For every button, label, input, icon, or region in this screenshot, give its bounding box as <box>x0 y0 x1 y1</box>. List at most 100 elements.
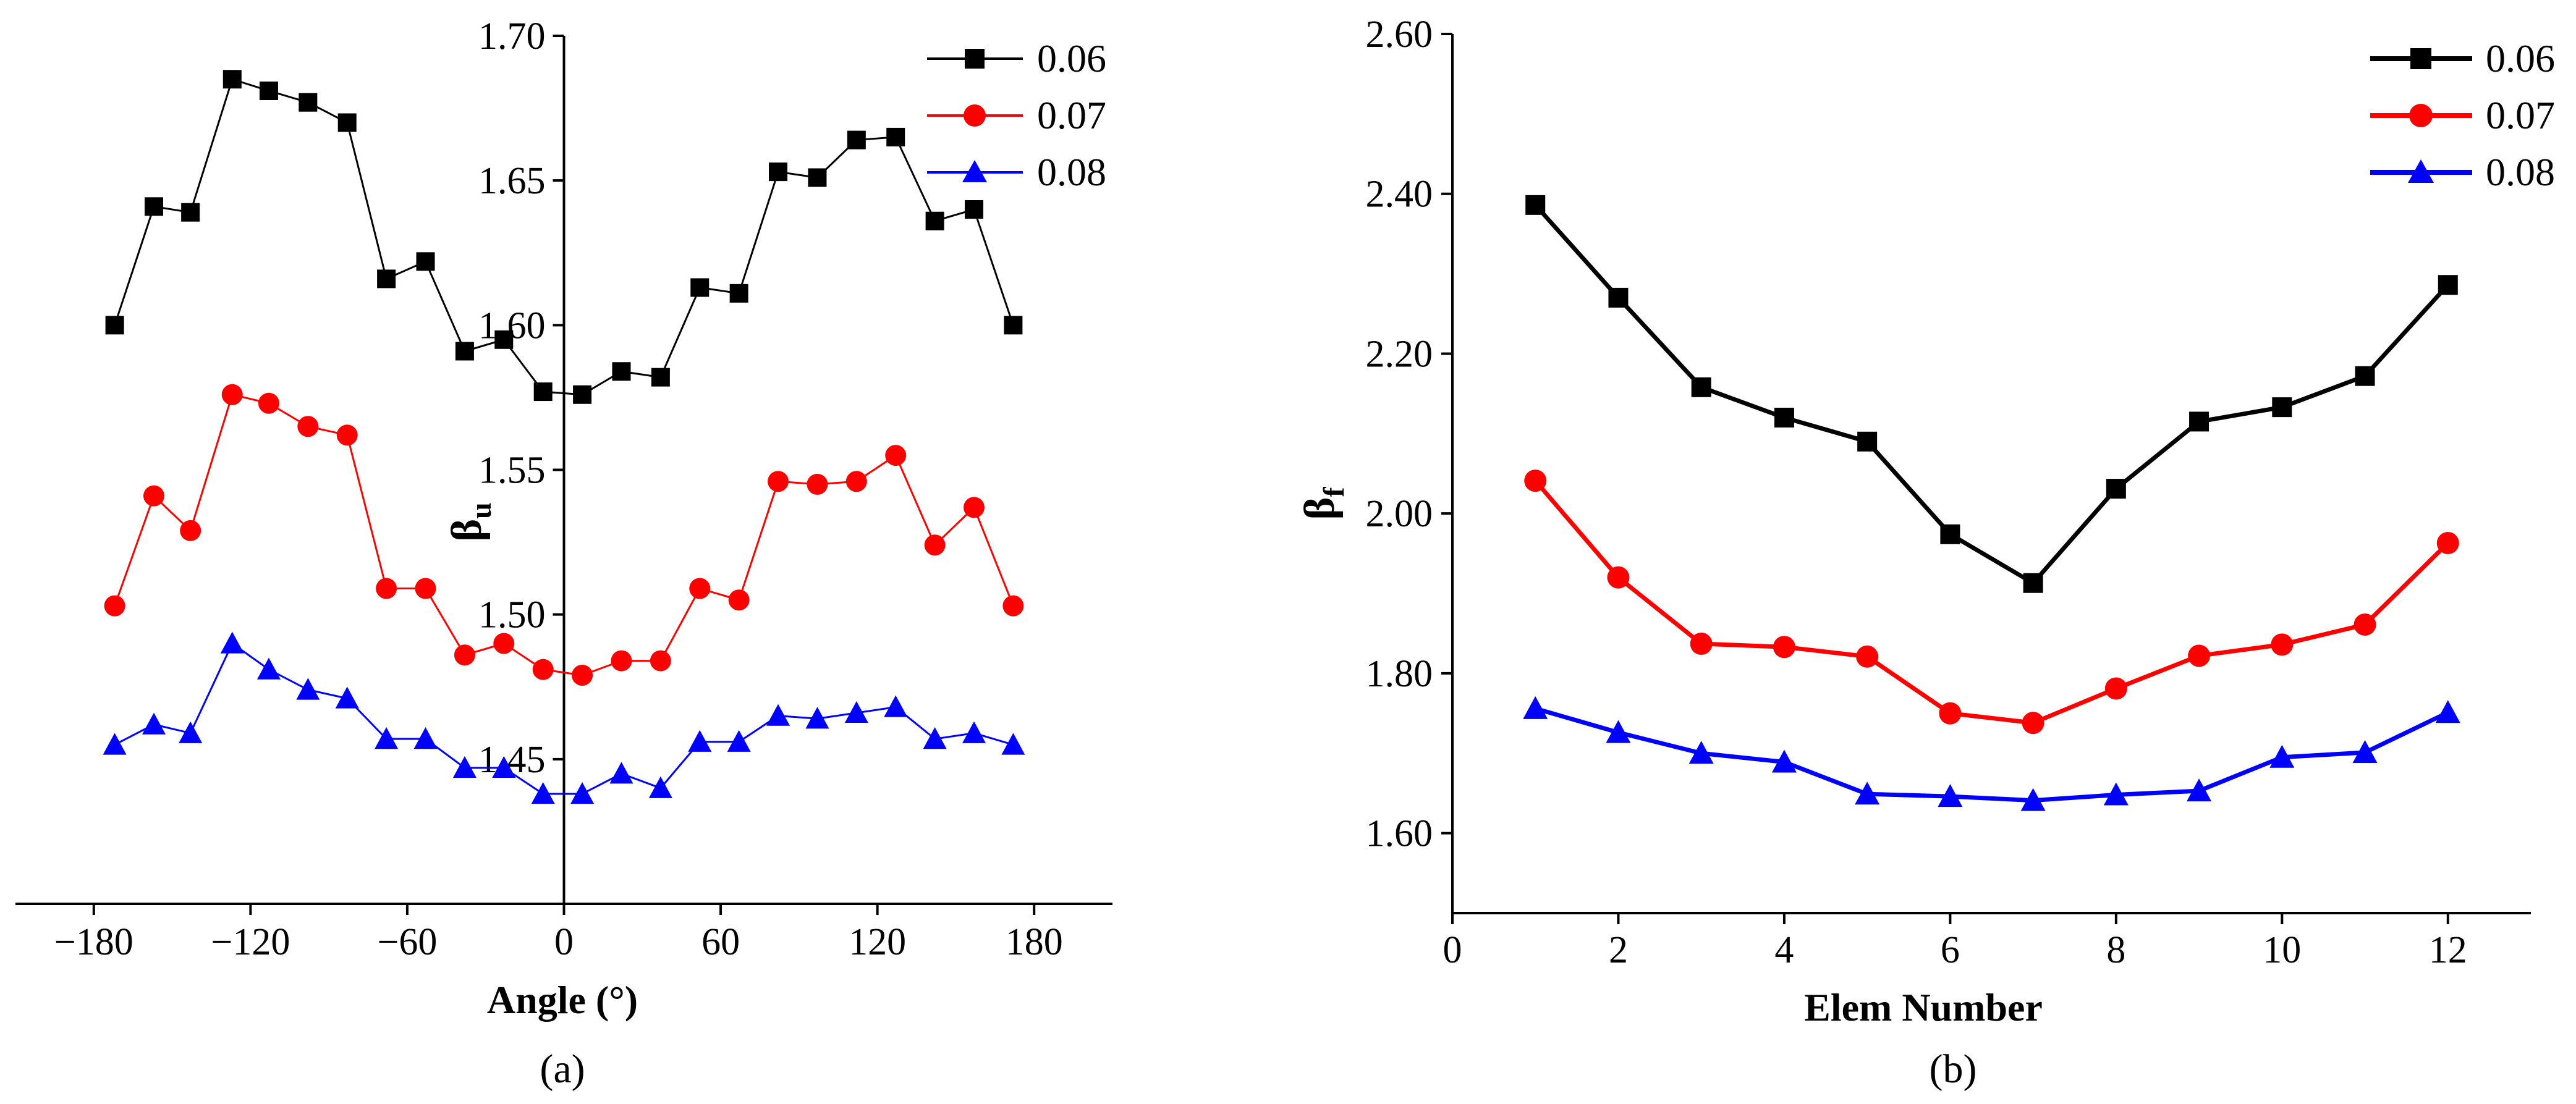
legend-b-marker-2 <box>2408 159 2434 183</box>
data-point-0.08 <box>1855 782 1880 805</box>
data-point-0.07 <box>532 659 554 680</box>
chart-a-x-tick-label: −120 <box>211 921 290 963</box>
chart-a-panel-label: (a) <box>540 1047 585 1092</box>
legend-b-marker-1 <box>2409 104 2433 127</box>
data-point-0.06 <box>299 93 318 112</box>
data-point-0.07 <box>2271 633 2294 656</box>
chart-a-y-title-main: β <box>443 519 491 542</box>
chart-b-x-tick-label: 10 <box>2263 929 2301 971</box>
chart-b-x-tick-label: 8 <box>2106 929 2125 971</box>
data-point-0.07 <box>143 485 164 507</box>
chart-b-y-tick-label: 2.20 <box>1366 333 1433 375</box>
data-point-0.07 <box>2104 677 2127 700</box>
chart-a-x-tick-label: 180 <box>1006 921 1063 963</box>
chart-b-legend: 0.06 0.07 0.08 <box>2370 36 2555 194</box>
data-point-0.06 <box>2438 275 2458 295</box>
data-point-0.08 <box>452 756 477 778</box>
data-point-0.07 <box>1607 566 1630 589</box>
chart-a-y-tick-label: 1.55 <box>478 450 546 492</box>
data-point-0.06 <box>377 269 396 289</box>
legend-a-label-2: 0.08 <box>1037 150 1106 194</box>
data-point-0.07 <box>297 416 319 437</box>
data-point-0.08 <box>727 730 751 752</box>
data-point-0.06 <box>2189 411 2210 432</box>
data-point-0.08 <box>648 776 672 798</box>
data-point-0.07 <box>2188 644 2211 667</box>
legend-a-marker-0 <box>965 49 985 69</box>
data-point-0.08 <box>1001 733 1025 755</box>
chart-b-y-tick-label: 2.60 <box>1366 14 1433 56</box>
legend-a-marker-1 <box>964 104 986 127</box>
data-point-0.07 <box>572 665 593 686</box>
data-point-0.06 <box>729 284 748 303</box>
data-point-0.06 <box>494 330 514 349</box>
data-point-0.07 <box>180 520 201 541</box>
data-point-0.07 <box>611 650 632 672</box>
data-point-0.06 <box>886 127 905 146</box>
data-point-0.07 <box>650 650 671 672</box>
data-point-0.08 <box>413 727 438 749</box>
chart-a-y-tick-label: 1.50 <box>478 594 546 636</box>
chart-b-y-title: βf <box>1296 487 1350 520</box>
data-point-0.08 <box>766 704 790 726</box>
data-point-0.08 <box>1771 749 1797 773</box>
data-point-0.08 <box>1606 720 1631 743</box>
data-point-0.07 <box>454 644 475 666</box>
data-point-0.07 <box>885 445 907 466</box>
chart-a-x-tick-label: −60 <box>377 921 437 963</box>
data-point-0.07 <box>1002 595 1024 617</box>
data-point-0.06 <box>651 368 670 387</box>
data-point-0.06 <box>1774 407 1794 428</box>
legend-b-label-2: 0.08 <box>2486 150 2555 194</box>
chart-b-y-tick-label: 1.80 <box>1366 653 1433 695</box>
chart-a-y-tick-label: 1.70 <box>478 15 546 57</box>
data-point-0.08 <box>142 712 166 735</box>
chart-a-axes: −180 −120 −60 0 60 120 1801.451.501.551.601.65… <box>15 15 1112 963</box>
chart-a-y-title: βu <box>443 502 498 542</box>
data-point-0.07 <box>924 534 946 556</box>
chart-a-series <box>103 70 1025 804</box>
data-point-0.06 <box>847 130 866 150</box>
chart-b-y-tick-label: 1.60 <box>1366 813 1433 855</box>
data-point-0.07 <box>807 473 828 495</box>
legend-b-marker-0 <box>2410 48 2431 69</box>
data-point-0.08 <box>2435 700 2460 723</box>
data-point-0.07 <box>2022 712 2044 735</box>
data-point-0.07 <box>845 471 867 492</box>
data-point-0.08 <box>962 721 986 743</box>
chart-b-y-title-sub: f <box>1318 487 1350 497</box>
legend-a-label-1: 0.07 <box>1037 93 1106 137</box>
data-point-0.06 <box>690 278 710 297</box>
data-point-0.08 <box>2103 782 2129 806</box>
data-point-0.07 <box>221 384 243 405</box>
chart-b-x-tick-label: 2 <box>1609 929 1628 971</box>
data-point-0.07 <box>1939 702 1962 725</box>
data-point-0.07 <box>104 595 125 617</box>
data-point-0.08 <box>1688 741 1714 764</box>
chart-a-legend: 0.06 0.07 0.08 <box>927 36 1106 194</box>
data-point-0.08 <box>335 686 359 709</box>
legend-a-marker-2 <box>962 160 987 182</box>
data-point-0.06 <box>533 382 553 402</box>
data-point-0.07 <box>415 578 436 599</box>
data-point-0.06 <box>105 316 124 335</box>
series-line-0.08 <box>114 642 1014 795</box>
data-point-0.07 <box>964 497 985 518</box>
chart-a: −180 −120 −60 0 60 120 1801.451.501.551.601.65… <box>15 15 1112 1092</box>
data-point-0.07 <box>768 471 789 492</box>
data-point-0.07 <box>376 578 397 599</box>
chart-b-x-tick-label: 4 <box>1774 929 1794 971</box>
data-point-0.06 <box>612 362 631 381</box>
data-point-0.08 <box>492 756 516 778</box>
data-point-0.08 <box>2269 744 2295 768</box>
data-point-0.08 <box>2187 778 2212 802</box>
data-point-0.08 <box>2020 788 2046 811</box>
legend-a-label-0: 0.06 <box>1037 36 1106 80</box>
data-point-0.06 <box>1940 524 1960 544</box>
data-point-0.06 <box>769 162 788 182</box>
data-point-0.06 <box>1608 287 1629 308</box>
data-point-0.06 <box>181 203 200 222</box>
chart-b-x-tick-label: 0 <box>1443 929 1462 971</box>
chart-b-y-title-main: β <box>1296 497 1344 520</box>
chart-b-axes: 0 2 4 6 8 10 12 1.60 1.80 2.00 2.20 2.40 2.60 <box>1366 14 2531 971</box>
